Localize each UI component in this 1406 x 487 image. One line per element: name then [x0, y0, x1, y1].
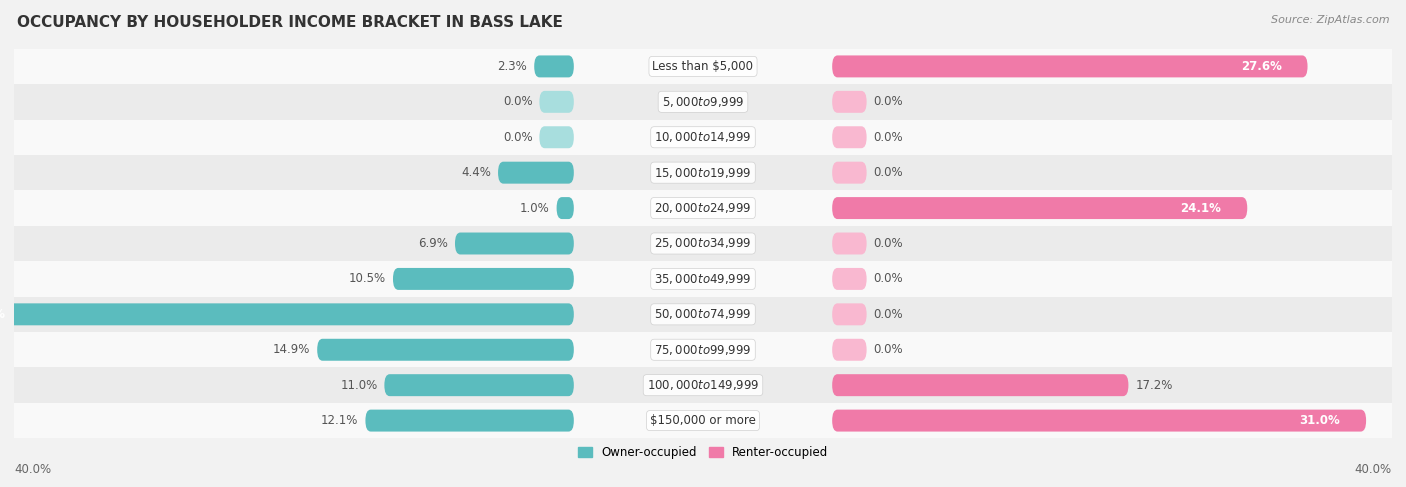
- FancyBboxPatch shape: [832, 91, 866, 113]
- Text: 14.9%: 14.9%: [273, 343, 311, 356]
- Bar: [14, 332, 1392, 368]
- Text: 4.4%: 4.4%: [461, 166, 491, 179]
- Text: 0.0%: 0.0%: [873, 166, 903, 179]
- Text: $50,000 to $74,999: $50,000 to $74,999: [654, 307, 752, 321]
- FancyBboxPatch shape: [832, 232, 866, 255]
- Text: 36.9%: 36.9%: [0, 308, 6, 321]
- Text: $150,000 or more: $150,000 or more: [650, 414, 756, 427]
- FancyBboxPatch shape: [456, 232, 574, 255]
- Text: 0.0%: 0.0%: [873, 131, 903, 144]
- Text: $5,000 to $9,999: $5,000 to $9,999: [662, 95, 744, 109]
- Text: Less than $5,000: Less than $5,000: [652, 60, 754, 73]
- Text: 31.0%: 31.0%: [1299, 414, 1340, 427]
- Text: $10,000 to $14,999: $10,000 to $14,999: [654, 130, 752, 144]
- FancyBboxPatch shape: [498, 162, 574, 184]
- FancyBboxPatch shape: [832, 162, 866, 184]
- Text: 17.2%: 17.2%: [1135, 379, 1173, 392]
- Text: 12.1%: 12.1%: [321, 414, 359, 427]
- Text: 0.0%: 0.0%: [873, 95, 903, 108]
- FancyBboxPatch shape: [0, 303, 574, 325]
- Bar: [14, 297, 1392, 332]
- Bar: [14, 155, 1392, 190]
- Legend: Owner-occupied, Renter-occupied: Owner-occupied, Renter-occupied: [572, 441, 834, 464]
- Text: OCCUPANCY BY HOUSEHOLDER INCOME BRACKET IN BASS LAKE: OCCUPANCY BY HOUSEHOLDER INCOME BRACKET …: [17, 15, 562, 30]
- Bar: [14, 368, 1392, 403]
- Text: 0.0%: 0.0%: [503, 131, 533, 144]
- Text: 40.0%: 40.0%: [14, 463, 51, 476]
- FancyBboxPatch shape: [318, 339, 574, 361]
- Bar: [14, 403, 1392, 438]
- Text: 40.0%: 40.0%: [1355, 463, 1392, 476]
- Text: $75,000 to $99,999: $75,000 to $99,999: [654, 343, 752, 357]
- FancyBboxPatch shape: [540, 126, 574, 148]
- FancyBboxPatch shape: [540, 91, 574, 113]
- FancyBboxPatch shape: [832, 197, 1247, 219]
- FancyBboxPatch shape: [832, 268, 866, 290]
- FancyBboxPatch shape: [832, 56, 1308, 77]
- Bar: [14, 49, 1392, 84]
- Text: 27.6%: 27.6%: [1241, 60, 1282, 73]
- Text: 2.3%: 2.3%: [498, 60, 527, 73]
- Text: $35,000 to $49,999: $35,000 to $49,999: [654, 272, 752, 286]
- Bar: [14, 84, 1392, 119]
- FancyBboxPatch shape: [534, 56, 574, 77]
- FancyBboxPatch shape: [366, 410, 574, 431]
- Bar: [14, 226, 1392, 261]
- Bar: [14, 119, 1392, 155]
- Text: 0.0%: 0.0%: [503, 95, 533, 108]
- Text: $25,000 to $34,999: $25,000 to $34,999: [654, 237, 752, 250]
- FancyBboxPatch shape: [832, 126, 866, 148]
- Bar: [14, 261, 1392, 297]
- FancyBboxPatch shape: [832, 410, 1367, 431]
- Text: $100,000 to $149,999: $100,000 to $149,999: [647, 378, 759, 392]
- Text: Source: ZipAtlas.com: Source: ZipAtlas.com: [1271, 15, 1389, 25]
- Text: 0.0%: 0.0%: [873, 272, 903, 285]
- Text: 10.5%: 10.5%: [349, 272, 387, 285]
- Text: $15,000 to $19,999: $15,000 to $19,999: [654, 166, 752, 180]
- Text: 24.1%: 24.1%: [1181, 202, 1222, 215]
- Text: 6.9%: 6.9%: [418, 237, 449, 250]
- Text: 0.0%: 0.0%: [873, 237, 903, 250]
- Text: 0.0%: 0.0%: [873, 343, 903, 356]
- Bar: [14, 190, 1392, 226]
- FancyBboxPatch shape: [392, 268, 574, 290]
- Text: 11.0%: 11.0%: [340, 379, 377, 392]
- Text: $20,000 to $24,999: $20,000 to $24,999: [654, 201, 752, 215]
- FancyBboxPatch shape: [832, 303, 866, 325]
- FancyBboxPatch shape: [557, 197, 574, 219]
- FancyBboxPatch shape: [384, 374, 574, 396]
- FancyBboxPatch shape: [832, 339, 866, 361]
- FancyBboxPatch shape: [832, 374, 1129, 396]
- Text: 0.0%: 0.0%: [873, 308, 903, 321]
- Text: 1.0%: 1.0%: [520, 202, 550, 215]
